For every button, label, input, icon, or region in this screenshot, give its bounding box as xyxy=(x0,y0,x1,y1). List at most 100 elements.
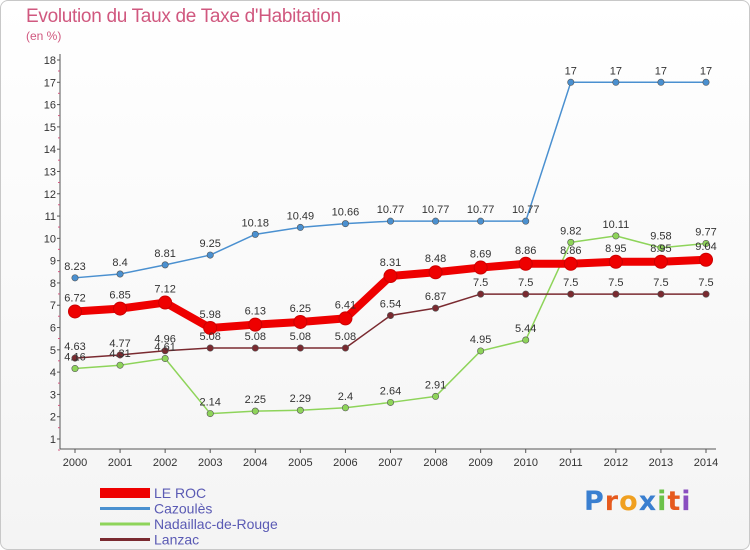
data-point xyxy=(612,290,620,298)
data-point xyxy=(567,238,575,246)
data-label: 5.44 xyxy=(515,323,536,335)
brand-logo: Proxiti xyxy=(584,486,692,517)
data-point xyxy=(293,314,308,329)
data-point xyxy=(158,295,173,310)
y-tick-label: 9 xyxy=(50,256,56,268)
data-label: 8.95 xyxy=(650,243,671,255)
data-point xyxy=(203,320,218,335)
data-point xyxy=(477,290,485,298)
data-point xyxy=(338,311,353,326)
x-tick-label: 2006 xyxy=(333,457,357,469)
data-point xyxy=(116,351,124,359)
data-point xyxy=(699,252,713,267)
data-label: 4.16 xyxy=(64,352,85,364)
data-label: 4.95 xyxy=(470,334,491,346)
data-label: 4.31 xyxy=(109,348,130,360)
y-tick-label: 12 xyxy=(44,189,56,201)
chart-data-labels: 6.72 6.85 7.12 5.98 6.13 6.25 6.41 8.31 8.48 8.69… xyxy=(64,65,716,408)
brand-letter: o xyxy=(619,486,639,517)
y-tick-label: 1 xyxy=(50,434,56,446)
legend-label: Lanzac xyxy=(154,532,199,548)
y-tick-label: 10 xyxy=(44,233,56,245)
data-point xyxy=(248,317,263,332)
legend-swatch xyxy=(100,522,150,526)
data-point xyxy=(386,217,394,225)
data-label: 7.5 xyxy=(518,277,533,289)
data-label: 8.48 xyxy=(425,253,446,265)
brand-letter: P xyxy=(584,486,605,517)
legend-item: Cazoulès xyxy=(100,501,212,517)
data-label: 2.64 xyxy=(380,385,401,397)
data-point xyxy=(522,217,530,225)
data-point xyxy=(653,254,668,269)
data-label: 5.98 xyxy=(200,309,221,321)
data-label: 10.77 xyxy=(512,204,540,216)
brand-letter: i xyxy=(681,486,692,517)
brand-letter: t xyxy=(667,486,682,517)
data-point xyxy=(251,230,259,238)
data-point xyxy=(657,244,665,252)
x-tick-label: 2001 xyxy=(108,457,132,469)
legend-label: LE ROC xyxy=(154,485,206,501)
data-point xyxy=(477,217,485,225)
data-point xyxy=(296,406,304,414)
chart-title: Evolution du Taux de Taxe d'Habitation xyxy=(26,6,341,27)
data-point xyxy=(116,361,124,369)
data-label: 4.61 xyxy=(154,342,175,354)
x-tick-label: 2011 xyxy=(559,457,583,469)
data-point xyxy=(71,365,79,373)
y-tick-label: 18 xyxy=(44,55,56,67)
x-tick-label: 2012 xyxy=(604,457,628,469)
x-tick-label: 2013 xyxy=(649,457,673,469)
x-tick-label: 2002 xyxy=(153,457,177,469)
data-label: 4.77 xyxy=(109,338,130,350)
y-tick-label: 2 xyxy=(50,412,56,424)
data-point xyxy=(428,265,443,280)
data-point xyxy=(386,398,394,406)
data-label: 2.4 xyxy=(338,391,353,403)
data-point xyxy=(161,347,169,355)
data-label: 17 xyxy=(700,65,712,77)
series-cazoul-s xyxy=(71,78,710,282)
x-tick-label: 2007 xyxy=(378,457,402,469)
data-label: 9.77 xyxy=(695,226,716,238)
chart-unit-label: (en %) xyxy=(26,29,62,43)
x-tick-label: 2000 xyxy=(63,457,87,469)
brand-letter: r xyxy=(604,486,620,517)
data-point xyxy=(386,311,394,319)
data-label: 8.81 xyxy=(154,248,175,260)
x-tick-label: 2004 xyxy=(243,457,267,469)
legend-swatch xyxy=(100,538,150,541)
data-label: 9.58 xyxy=(650,231,671,243)
y-tick-label: 15 xyxy=(44,122,56,134)
data-label: 8.86 xyxy=(515,245,536,257)
data-point xyxy=(522,336,530,344)
data-point xyxy=(341,220,349,228)
y-tick-label: 3 xyxy=(50,389,56,401)
data-label: 9.25 xyxy=(200,238,221,250)
data-point xyxy=(477,347,485,355)
series-lanzac xyxy=(71,290,710,362)
data-label: 4.63 xyxy=(64,341,85,353)
data-label: 6.87 xyxy=(425,291,446,303)
data-point xyxy=(341,404,349,412)
data-point xyxy=(432,304,440,312)
series-le-roc xyxy=(68,252,713,335)
data-label: 8.23 xyxy=(64,261,85,273)
y-tick-label: 5 xyxy=(50,345,56,357)
data-point xyxy=(473,260,488,275)
data-point xyxy=(522,290,530,298)
legend-swatch xyxy=(100,507,150,510)
y-tick-label: 14 xyxy=(44,144,56,156)
data-point xyxy=(71,274,79,282)
y-tick-label: 17 xyxy=(44,77,56,89)
data-label: 10.66 xyxy=(332,207,360,219)
data-point xyxy=(206,251,214,259)
data-label: 4.96 xyxy=(154,334,175,346)
data-point xyxy=(702,239,710,247)
data-label: 6.41 xyxy=(335,299,356,311)
data-point xyxy=(161,355,169,363)
data-label: 17 xyxy=(655,65,667,77)
